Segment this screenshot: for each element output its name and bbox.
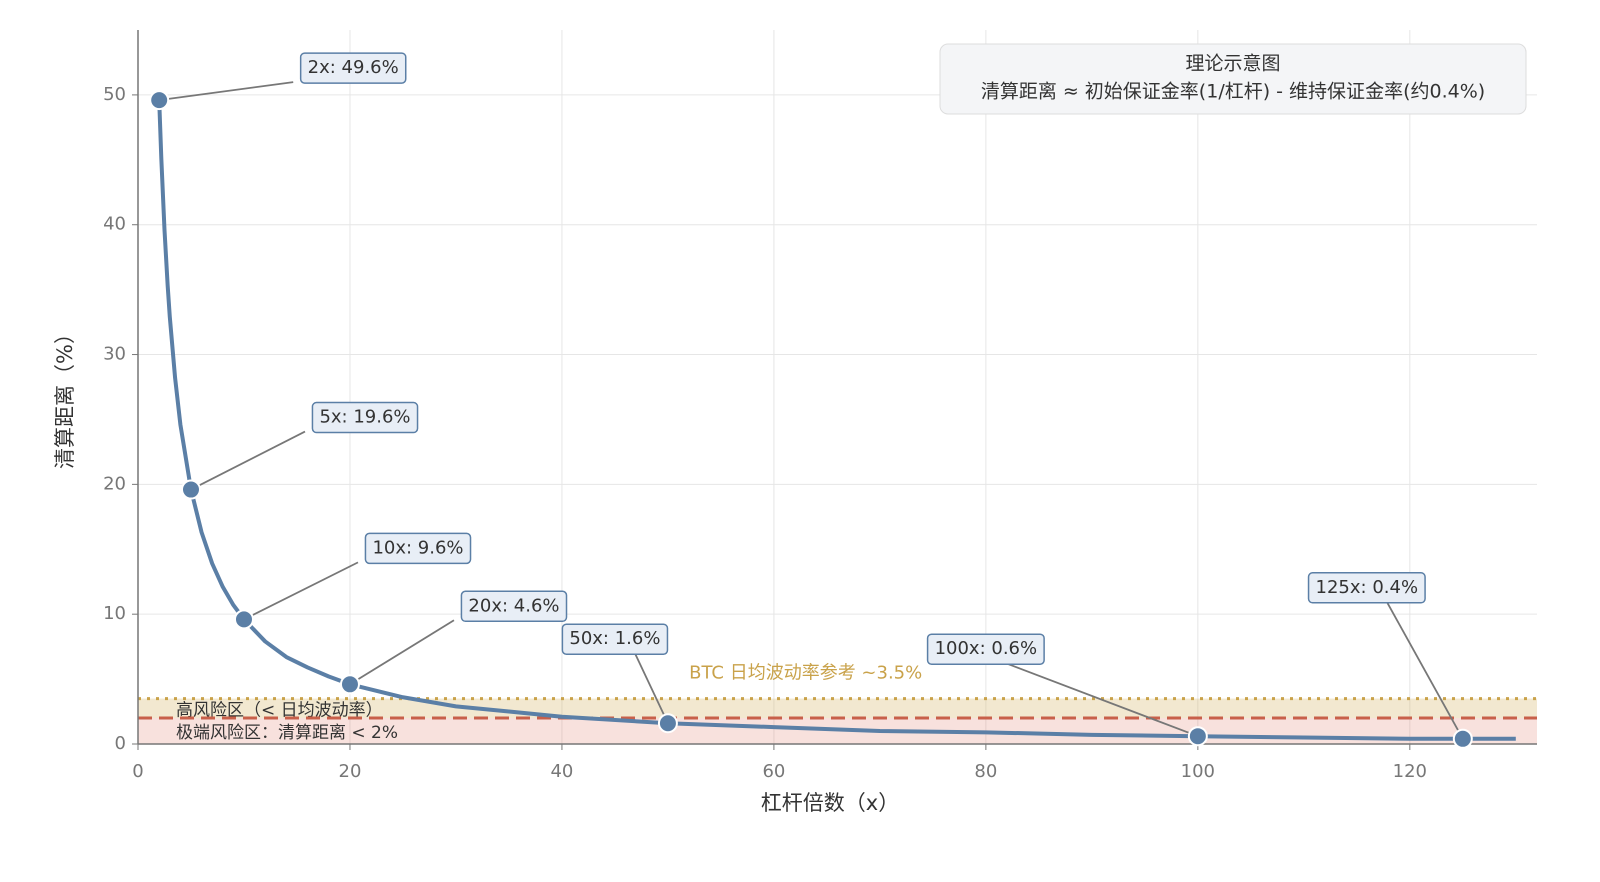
y-tick-label: 10 xyxy=(103,603,126,624)
y-tick-label: 0 xyxy=(115,733,126,754)
data-point xyxy=(1187,726,1208,747)
annotation-box xyxy=(364,532,472,565)
data-point xyxy=(180,479,201,500)
data-point xyxy=(149,90,170,111)
x-axis-label: 杠杆倍数（x） xyxy=(761,791,899,815)
risk-band xyxy=(138,698,1537,719)
annotation-label: 125x: 0.4% xyxy=(1316,577,1419,598)
band-label: 高风险区（< 日均波动率） xyxy=(176,700,383,720)
y-tick-label: 30 xyxy=(103,344,126,365)
x-tick-label: 20 xyxy=(339,761,362,782)
x-tick-label: 40 xyxy=(550,761,573,782)
curve xyxy=(157,100,1516,741)
y-tick-label: 40 xyxy=(103,214,126,235)
info-box xyxy=(939,43,1527,115)
annotation-arrow xyxy=(159,81,294,101)
x-tick-label: 100 xyxy=(1181,761,1215,782)
annotation-arrow xyxy=(1386,601,1464,740)
annotation-box xyxy=(1307,572,1426,604)
annotation-label: 100x: 0.6% xyxy=(935,638,1038,659)
y-tick-label: 20 xyxy=(103,473,126,494)
annotation-box xyxy=(561,623,669,655)
annotation-label: 20x: 4.6% xyxy=(468,595,559,616)
annotation-arrow xyxy=(190,430,306,491)
data-point xyxy=(657,713,678,734)
annotation-box xyxy=(299,52,407,84)
annotation-arrow xyxy=(1005,662,1199,738)
y-tick-label: 50 xyxy=(103,84,126,105)
reference-label: BTC 日均波动率参考 ~3.5% xyxy=(689,663,922,684)
info-text: 清算距离 ≈ 初始保证金率(1/杠杆) - 维持保证金率(约0.4%) xyxy=(981,81,1485,103)
info-title: 理论示意图 xyxy=(1185,53,1280,75)
annotation-box xyxy=(460,590,568,623)
x-tick-label: 0 xyxy=(132,761,143,782)
annotation-label: 2x: 49.6% xyxy=(308,57,399,78)
annotation-arrow xyxy=(634,652,669,724)
x-tick-label: 120 xyxy=(1393,761,1427,782)
y-axis-label: 清算距离（%） xyxy=(53,323,77,469)
annotation-box xyxy=(926,633,1045,665)
annotation-label: 5x: 19.6% xyxy=(319,407,410,428)
annotation-arrow xyxy=(243,561,359,621)
data-point xyxy=(233,609,254,630)
band-label: 极端风险区：清算距离 < 2% xyxy=(176,723,398,743)
annotation-box xyxy=(311,401,419,434)
annotation-arrow xyxy=(349,619,455,686)
x-tick-label: 60 xyxy=(762,761,785,782)
x-tick-label: 80 xyxy=(974,761,997,782)
annotation-label: 10x: 9.6% xyxy=(372,537,463,558)
data-point xyxy=(339,674,360,695)
annotation-label: 50x: 1.6% xyxy=(569,628,660,649)
data-point xyxy=(1452,728,1473,749)
